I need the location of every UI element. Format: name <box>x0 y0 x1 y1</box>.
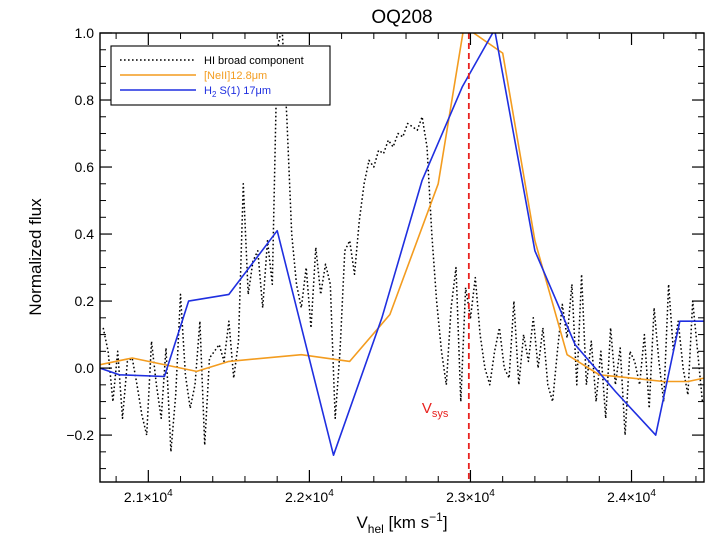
plot-frame <box>99 32 705 483</box>
legend-label-h2-sub: 2 <box>212 90 217 99</box>
y-axis-label: Normalized flux <box>26 198 45 316</box>
vsys-label-sub: sys <box>432 408 449 420</box>
vsys-layer: Vsys <box>422 33 470 482</box>
legend-label-h2-rest: S(1) 17μm <box>216 85 271 97</box>
legend-label-neii: [NeII]12.8μm <box>204 70 267 82</box>
series-layer <box>100 33 704 457</box>
chart-title: OQ208 <box>371 7 432 28</box>
y-tick-label: −0.2 <box>66 427 94 443</box>
legend-label-h2-main: H <box>204 85 212 97</box>
y-tick-label: 0.0 <box>75 360 95 376</box>
x-tick-label: 2.2×104 <box>285 488 334 505</box>
x-axis-label-main: V <box>356 513 368 532</box>
x-tick-label: 2.4×104 <box>607 488 656 505</box>
x-axis-label-close: ] <box>443 513 448 532</box>
x-axis-label-sub: hel <box>368 522 384 536</box>
y-tick-label: 0.8 <box>75 92 95 108</box>
vsys-label-main: V <box>422 400 432 417</box>
y-tick-label: 0.2 <box>75 293 95 309</box>
vsys-label: Vsys <box>422 400 449 420</box>
x-tick-label: 2.1×104 <box>124 488 173 505</box>
x-axis-label-sup: −1 <box>429 510 443 524</box>
legend: HI broad component [NeII]12.8μm H2 S(1) … <box>110 45 331 106</box>
y-tick-label: 0.4 <box>75 226 95 242</box>
legend-label-hi: HI broad component <box>204 55 304 67</box>
series-line-1 <box>100 33 704 383</box>
x-axis-label: Vhel [km s−1] <box>356 510 447 536</box>
x-axis-label-unit: [km s <box>384 513 429 532</box>
x-tick-label: 2.3×104 <box>446 488 495 505</box>
y-tick-label: 0.6 <box>75 159 95 175</box>
legend-label-h2: H2 S(1) 17μm <box>204 85 271 99</box>
axes-layer: 2.1×104 2.2×104 2.3×104 2.4×104 −0.2 0.0 0.2 0.… <box>66 25 704 505</box>
y-tick-label: 1.0 <box>75 25 95 41</box>
series-line-2 <box>100 33 704 457</box>
